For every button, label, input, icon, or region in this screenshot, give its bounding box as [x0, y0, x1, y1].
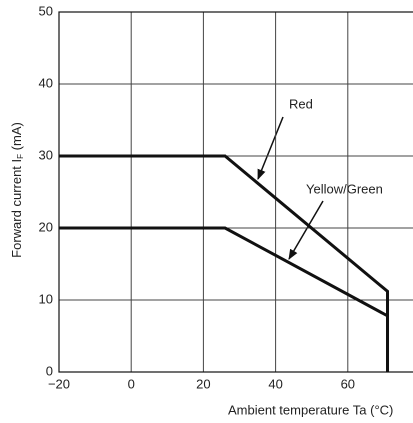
y-axis-label-sub: F: [16, 154, 25, 159]
y-tick-label: 40: [39, 75, 53, 90]
y-tick-label: 30: [39, 147, 53, 162]
y-axis-label-part: Forward current I: [9, 159, 24, 258]
legend-label: Yellow/Green: [306, 181, 383, 196]
y-tick-label: 0: [46, 363, 53, 378]
x-tick-label: 0: [128, 376, 135, 391]
series-line: [59, 226, 390, 372]
plot-frame: [58, 11, 413, 373]
y-tick-label: 10: [39, 291, 53, 306]
legend-label: Red: [289, 96, 313, 111]
y-tick-label: 20: [39, 219, 53, 234]
x-tick-label: 40: [268, 376, 282, 391]
y-tick-label: 50: [39, 3, 53, 18]
x-tick-label: 20: [196, 376, 210, 391]
x-tick-label: 60: [341, 376, 355, 391]
annotation-arrow: [257, 116, 284, 180]
y-axis-label: Forward current IF (mA): [9, 122, 25, 258]
annotation-arrow: [288, 200, 324, 260]
x-tick-label: −20: [48, 376, 70, 391]
x-axis-label: Ambient temperature Ta (°C): [228, 402, 393, 417]
y-axis-label-part: (mA): [9, 122, 24, 154]
